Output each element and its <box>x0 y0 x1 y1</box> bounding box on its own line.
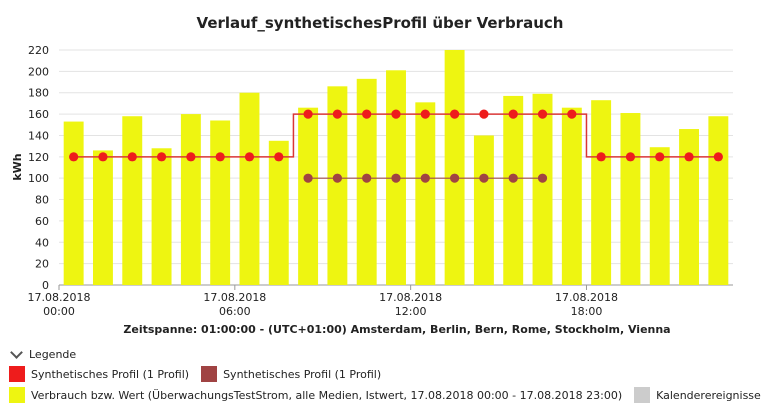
legend-row-2: Verbrauch bzw. Wert (ÜberwachungsTestStr… <box>9 387 761 403</box>
y-tick-label: 140 <box>28 129 49 142</box>
y-tick-label: 100 <box>28 172 49 185</box>
x-axis-label: Zeitspanne: 01:00:00 - (UTC+01:00) Amste… <box>123 323 670 336</box>
legend-item-label: Synthetisches Profil (1 Profil) <box>223 367 382 381</box>
bar <box>239 92 260 286</box>
point-synth-profile-brown <box>391 173 401 183</box>
chevron-down-icon[interactable] <box>10 346 23 359</box>
point-synth-profile-brown <box>303 173 313 183</box>
y-tick-label: 180 <box>28 87 49 100</box>
y-tick-label: 20 <box>35 258 49 271</box>
point-synth-profile-red <box>537 109 548 119</box>
y-tick-label: 160 <box>28 108 49 121</box>
bar <box>532 93 553 285</box>
x-tick-label-date: 17.08.2018 <box>379 291 442 304</box>
bar <box>708 116 729 286</box>
bar <box>473 135 494 285</box>
y-tick-label: 80 <box>35 194 49 207</box>
point-synth-profile-red <box>98 152 108 162</box>
x-tick-label-time: 06:00 <box>219 305 251 318</box>
point-synth-profile-brown <box>479 173 489 183</box>
point-synth-profile-red <box>596 152 606 162</box>
bar <box>210 120 231 285</box>
bar <box>151 148 172 285</box>
chart: Verlauf_synthetischesProfil über Verbrau… <box>11 14 733 336</box>
y-tick-label: 0 <box>42 279 49 292</box>
point-synth-profile-red <box>156 152 167 162</box>
point-synth-profile-brown <box>508 173 518 183</box>
legend-item-label: Verbrauch bzw. Wert (ÜberwachungsTestStr… <box>31 388 623 402</box>
point-synth-profile-brown <box>362 173 372 183</box>
x-tick-label-date: 17.08.2018 <box>555 291 618 304</box>
bar <box>180 114 201 285</box>
x-tick-label-time: 12:00 <box>395 305 427 318</box>
point-synth-profile-red <box>215 152 225 162</box>
bar <box>620 113 641 285</box>
point-synth-profile-red <box>274 152 284 162</box>
chart-title: Verlauf_synthetischesProfil über Verbrau… <box>197 14 564 32</box>
bar <box>591 100 612 285</box>
y-tick-label: 200 <box>28 65 49 78</box>
point-synth-profile-red <box>186 152 196 162</box>
point-synth-profile-brown <box>537 173 548 183</box>
x-tick-label-time: 00:00 <box>43 305 75 318</box>
y-tick-label: 60 <box>35 215 49 228</box>
x-tick-label-date: 17.08.2018 <box>203 291 266 304</box>
legend-swatch <box>9 366 25 382</box>
point-synth-profile-red <box>479 109 489 119</box>
bar <box>63 121 84 286</box>
bar <box>298 107 319 285</box>
legend-item-synth-profile-brown[interactable]: Synthetisches Profil (1 Profil) <box>201 366 381 382</box>
y-tick-label: 120 <box>28 151 49 164</box>
legend-toggle[interactable]: Legende <box>10 346 77 361</box>
legend-item-verbrauch[interactable]: Verbrauch bzw. Wert (ÜberwachungsTestStr… <box>9 387 622 403</box>
bar-series <box>63 50 729 286</box>
x-tick-label-date: 17.08.2018 <box>28 291 91 304</box>
legend-item-synth-profile-red[interactable]: Synthetisches Profil (1 Profil) <box>9 366 189 382</box>
legend-item-kalenderereignisse[interactable]: Kalenderereignisse <box>634 387 761 403</box>
bar <box>92 150 113 285</box>
x-tick-labels: 17.08.201800:0017.08.201806:0017.08.2018… <box>28 285 618 318</box>
point-synth-profile-red <box>655 152 665 162</box>
point-synth-profile-brown <box>332 173 342 183</box>
point-synth-profile-red <box>450 109 460 119</box>
legend-item-label: Kalenderereignisse <box>656 388 761 402</box>
point-synth-profile-red <box>303 109 313 119</box>
point-synth-profile-red <box>713 152 723 162</box>
point-synth-profile-red <box>362 109 372 119</box>
legend-toggle-label: Legende <box>29 348 77 361</box>
y-tick-label: 40 <box>35 236 49 249</box>
legend-row-1: Synthetisches Profil (1 Profil) Syntheti… <box>9 366 393 382</box>
bar <box>415 102 436 285</box>
point-synth-profile-red <box>508 109 518 119</box>
y-tick-labels: 0 20 40 60 80 100 120 140 160 180 200 220 <box>28 44 49 292</box>
bar <box>679 129 700 285</box>
bar <box>444 50 465 285</box>
point-synth-profile-red <box>244 152 255 162</box>
legend-item-label: Synthetisches Profil (1 Profil) <box>31 367 190 381</box>
point-synth-profile-brown <box>420 173 430 183</box>
bar <box>561 107 582 285</box>
point-synth-profile-red <box>391 109 401 119</box>
y-axis-label: kWh <box>11 153 24 180</box>
y-tick-label: 220 <box>28 44 49 57</box>
bar <box>649 147 670 285</box>
bar <box>122 116 143 286</box>
bar <box>503 95 524 285</box>
point-synth-profile-red <box>684 152 694 162</box>
point-synth-profile-red <box>332 109 342 119</box>
legend-swatch <box>9 387 25 403</box>
point-synth-profile-red <box>69 152 79 162</box>
legend-swatch <box>634 387 651 403</box>
bar <box>327 86 348 286</box>
point-synth-profile-red <box>127 152 137 162</box>
point-synth-profile-brown <box>450 173 460 183</box>
point-synth-profile-red <box>567 109 577 119</box>
point-synth-profile-red <box>625 152 636 162</box>
legend-swatch <box>201 366 218 382</box>
x-tick-label-time: 18:00 <box>571 305 603 318</box>
line-points <box>69 109 723 183</box>
point-synth-profile-red <box>420 109 430 119</box>
bar <box>268 140 289 285</box>
